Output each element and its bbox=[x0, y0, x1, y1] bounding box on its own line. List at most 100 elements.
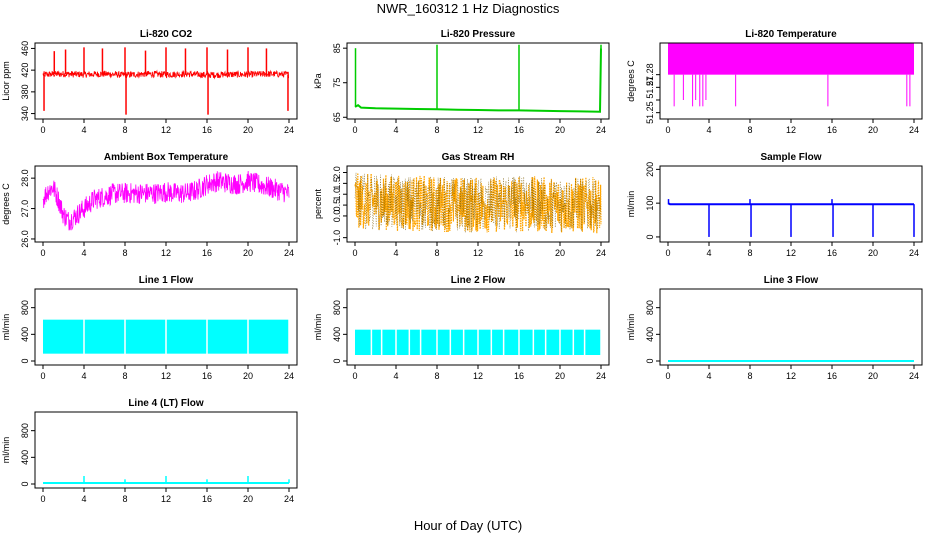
panel-3-title: Li-820 Temperature bbox=[745, 29, 837, 40]
panel-1-ytick-label: 380 bbox=[20, 84, 30, 99]
panel-6-xtick-label: 24 bbox=[909, 248, 919, 258]
panel-10-xtick-label: 12 bbox=[161, 494, 171, 504]
panel-2-frame bbox=[346, 42, 610, 120]
panel-5-ytick-label: 0.5 bbox=[332, 199, 342, 212]
panel-6-xtick-label: 20 bbox=[868, 248, 878, 258]
panel-3-xtick-label: 16 bbox=[827, 125, 837, 135]
panel-3-value-band bbox=[668, 43, 914, 75]
panel-6-xtick-label: 12 bbox=[786, 248, 796, 258]
panel-7-ytick-label: 0 bbox=[20, 358, 30, 363]
panel-1-ytick-label: 340 bbox=[20, 106, 30, 121]
panel-8-xtick-label: 24 bbox=[596, 371, 606, 381]
panel-6-xtick-label: 16 bbox=[827, 248, 837, 258]
panel-2-xtick-label: 20 bbox=[555, 125, 565, 135]
panel-9-ytick-label: 400 bbox=[645, 327, 655, 342]
panel-1-xtick-label: 0 bbox=[40, 125, 45, 135]
panel-2-xtick-label: 16 bbox=[514, 125, 524, 135]
panel-5-frame bbox=[346, 165, 610, 243]
panel-9-ytick-label: 0 bbox=[645, 358, 655, 363]
panel-9-xtick-label: 12 bbox=[786, 371, 796, 381]
panel-6-ylabel: ml/min bbox=[626, 191, 636, 218]
panel-9-ytick-label: 800 bbox=[645, 300, 655, 315]
panel-8-ytick-label: 0 bbox=[332, 358, 342, 363]
panel-7-ytick-label: 400 bbox=[20, 327, 30, 342]
panel-10-ytick-label: 400 bbox=[20, 450, 30, 465]
panel-1-title: Li-820 CO2 bbox=[140, 29, 193, 40]
panel-4-xtick-label: 24 bbox=[284, 248, 294, 258]
panel-10-xtick-label: 8 bbox=[122, 494, 127, 504]
panel-3-xtick-label: 0 bbox=[665, 125, 670, 135]
panel-10-xtick-label: 4 bbox=[81, 494, 86, 504]
panel-7-xtick-label: 24 bbox=[284, 371, 294, 381]
panel-3-xtick-label: 20 bbox=[868, 125, 878, 135]
panel-4-series-line bbox=[42, 170, 290, 231]
panel-5-xtick-label: 16 bbox=[514, 248, 524, 258]
panel-9-xtick-label: 8 bbox=[747, 371, 752, 381]
panel-2-xtick-label: 24 bbox=[596, 125, 606, 135]
panel-4-xtick-label: 16 bbox=[202, 248, 212, 258]
panel-5-ytick-label: 1.0 bbox=[332, 188, 342, 201]
panel-9-xtick-label: 0 bbox=[665, 371, 670, 381]
panel-4-ytick-label: 28.0 bbox=[20, 169, 30, 187]
panel-5-xtick-label: 24 bbox=[596, 248, 606, 258]
panel-3-xtick-label: 8 bbox=[747, 125, 752, 135]
panel-2-xtick-label: 4 bbox=[393, 125, 398, 135]
panel-6-xtick-label: 0 bbox=[665, 248, 670, 258]
panel-4-xtick-label: 20 bbox=[243, 248, 253, 258]
panel-5-ylabel: percent bbox=[313, 188, 323, 219]
panel-2-ytick-label: 65 bbox=[332, 112, 342, 122]
x-axis-label: Hour of Day (UTC) bbox=[413, 518, 523, 533]
panel-3-frame bbox=[659, 42, 923, 120]
panel-1-ytick-label: 460 bbox=[20, 41, 30, 56]
panel-8-xtick-label: 8 bbox=[434, 371, 439, 381]
panel-6-title: Sample Flow bbox=[760, 152, 821, 163]
panel-4-ylabel: degrees C bbox=[1, 183, 11, 225]
panel-3-xtick-label: 12 bbox=[786, 125, 796, 135]
panel-6-ytick-label: 100 bbox=[645, 196, 655, 211]
panel-5-ytick-label: -1.0 bbox=[332, 230, 342, 246]
panel-6-ytick-label: 200 bbox=[645, 162, 655, 177]
panel-8-xtick-label: 16 bbox=[514, 371, 524, 381]
panel-8-data bbox=[355, 328, 602, 356]
panel-9-xtick-label: 24 bbox=[909, 371, 919, 381]
panel-3-ylabel: degrees C bbox=[626, 60, 636, 102]
panel-4-data bbox=[42, 170, 290, 231]
panel-2-title: Li-820 Pressure bbox=[441, 29, 516, 40]
panel-4-xtick-label: 0 bbox=[40, 248, 45, 258]
panel-7-xtick-label: 16 bbox=[202, 371, 212, 381]
panel-5-xtick-label: 8 bbox=[434, 248, 439, 258]
panel-8-ytick-label: 800 bbox=[332, 300, 342, 315]
panel-5-xtick-label: 12 bbox=[473, 248, 483, 258]
panel-1-xtick-label: 16 bbox=[202, 125, 212, 135]
panel-4-ytick-label: 27.0 bbox=[20, 200, 30, 218]
panel-2-xtick-label: 12 bbox=[473, 125, 483, 135]
panel-4-frame bbox=[34, 165, 298, 243]
panel-4-xtick-label: 4 bbox=[81, 248, 86, 258]
panel-10-data bbox=[43, 476, 290, 484]
panel-4-xtick-label: 8 bbox=[122, 248, 127, 258]
panel-1-xtick-label: 20 bbox=[243, 125, 253, 135]
panel-5-ytick-label: 2.0 bbox=[332, 166, 342, 179]
panel-2-ylabel: kPa bbox=[313, 73, 323, 89]
panel-5-data bbox=[354, 172, 602, 234]
panel-9-xtick-label: 4 bbox=[706, 371, 711, 381]
panel-6-ytick-label: 0 bbox=[645, 234, 655, 239]
panel-5-xtick-label: 4 bbox=[393, 248, 398, 258]
panel-2-xtick-label: 8 bbox=[434, 125, 439, 135]
panel-1-xtick-label: 24 bbox=[284, 125, 294, 135]
panel-3-ytick-label: 51.27 bbox=[645, 76, 655, 99]
panel-8-xtick-label: 4 bbox=[393, 371, 398, 381]
panel-10-xtick-label: 24 bbox=[284, 494, 294, 504]
panel-10-title: Line 4 (LT) Flow bbox=[128, 398, 204, 409]
panel-3-data bbox=[668, 43, 914, 107]
panel-4-xtick-label: 12 bbox=[161, 248, 171, 258]
panel-4-ytick-label: 26.0 bbox=[20, 230, 30, 248]
panel-7-frame bbox=[34, 288, 298, 366]
panel-5-xtick-label: 20 bbox=[555, 248, 565, 258]
panel-9-xtick-label: 20 bbox=[868, 371, 878, 381]
panel-7-data bbox=[43, 318, 290, 355]
panel-2-data bbox=[354, 44, 602, 113]
panel-7-xtick-label: 0 bbox=[40, 371, 45, 381]
panel-5-xtick-label: 0 bbox=[352, 248, 357, 258]
